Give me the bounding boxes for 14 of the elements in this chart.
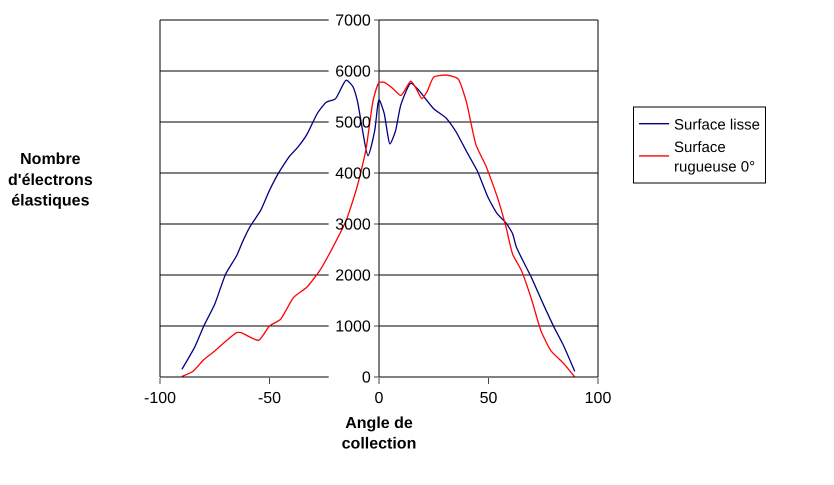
x-tick-label: 0	[374, 390, 384, 408]
x-tick-label: 100	[584, 390, 612, 408]
x-tick-label: -100	[144, 390, 176, 408]
y-tick-label: 2000	[335, 268, 371, 285]
y-tick-label: 6000	[335, 64, 371, 81]
legend-label: Surface rugueuse 0°	[674, 139, 756, 176]
x-tick-label: -50	[258, 390, 282, 408]
legend-label: Surface lisse	[674, 116, 760, 134]
y-axis-title: Nombre d'électrons élastiques	[8, 151, 93, 210]
y-tick-label: 1000	[335, 318, 371, 336]
y-tick-label: 0	[362, 370, 371, 387]
y-tick-label: 7000	[335, 12, 371, 30]
x-tick-label: 50	[480, 390, 498, 408]
x-axis-title: Angle de collection	[342, 414, 416, 453]
